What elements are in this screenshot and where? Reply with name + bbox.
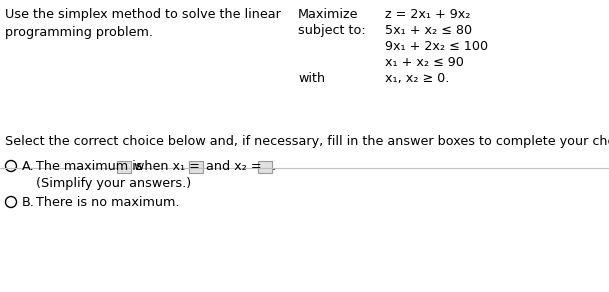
Text: z = 2x₁ + 9x₂: z = 2x₁ + 9x₂	[385, 8, 471, 21]
Text: x₁ + x₂ ≤ 90: x₁ + x₂ ≤ 90	[385, 56, 464, 69]
Text: Use the simplex method to solve the linear: Use the simplex method to solve the line…	[5, 8, 281, 21]
Text: A.: A.	[22, 160, 35, 173]
Text: There is no maximum.: There is no maximum.	[36, 196, 180, 209]
Text: B.: B.	[22, 196, 35, 209]
Text: x₁, x₂ ≥ 0.: x₁, x₂ ≥ 0.	[385, 72, 449, 85]
Bar	[117, 161, 131, 173]
Text: programming problem.: programming problem.	[5, 26, 153, 39]
Text: The maximum is: The maximum is	[36, 160, 143, 173]
Text: Maximize: Maximize	[298, 8, 359, 21]
Text: and x₂ =: and x₂ =	[206, 160, 262, 173]
Bar	[189, 161, 203, 173]
Text: .: .	[272, 160, 276, 173]
Text: Select the correct choice below and, if necessary, fill in the answer boxes to c: Select the correct choice below and, if …	[5, 135, 609, 148]
Text: when x₁ =: when x₁ =	[134, 160, 200, 173]
Text: with: with	[298, 72, 325, 85]
Text: 5x₁ + x₂ ≤ 80: 5x₁ + x₂ ≤ 80	[385, 24, 472, 37]
Text: 9x₁ + 2x₂ ≤ 100: 9x₁ + 2x₂ ≤ 100	[385, 40, 488, 53]
Bar	[258, 161, 272, 173]
Text: subject to:: subject to:	[298, 24, 366, 37]
Text: (Simplify your answers.): (Simplify your answers.)	[36, 177, 191, 190]
